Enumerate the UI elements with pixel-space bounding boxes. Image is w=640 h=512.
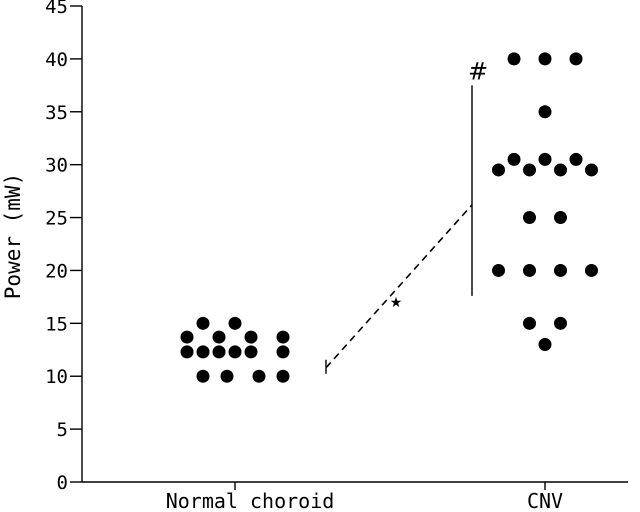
y-tick-label: 5 [57,419,68,441]
comparison-dashed-line [325,204,473,369]
y-tick-label: 30 [45,155,68,177]
data-point [212,330,226,344]
data-point [180,345,194,359]
hash-annotation: # [468,57,488,85]
data-point [228,345,242,359]
y-tick-label: 45 [45,0,68,18]
data-point [252,369,266,383]
star-annotation: ★ [390,295,403,311]
data-point [538,52,552,66]
data-point [492,163,505,177]
data-point [244,330,258,344]
data-point [196,369,210,383]
y-tick-label: 25 [45,208,68,230]
data-point [228,316,242,330]
data-point [276,330,290,344]
data-point [569,52,583,66]
data-point [492,263,505,277]
y-tick-label: 15 [45,313,68,335]
y-tick-label: 35 [45,102,68,124]
data-point [276,369,290,383]
x-category-label: Normal choroid [166,489,335,512]
y-tick-label: 10 [45,366,68,388]
data-point [554,263,567,277]
y-tick-label: 20 [45,260,68,282]
data-point [554,163,567,177]
data-point [523,316,536,330]
data-point [538,105,552,119]
data-point [585,263,598,277]
y-tick-label: 0 [57,472,68,494]
y-ticks: 0 5 10 15 20 25 30 35 40 45 [45,0,82,494]
data-point [554,211,567,225]
data-point [585,163,598,177]
data-point [554,316,567,330]
x-ticks: Normal choroid CNV [166,482,563,512]
data-point [523,163,536,177]
data-point [196,345,210,359]
data-points [180,52,598,383]
data-point [523,263,536,277]
y-tick-label: 40 [45,49,68,71]
data-point [180,330,194,344]
data-point [569,152,583,166]
data-point [220,369,234,383]
data-point [507,152,521,166]
x-category-label: CNV [527,489,563,512]
data-point [507,52,521,66]
data-point [538,337,552,351]
data-point [196,316,210,330]
data-point [276,345,290,359]
data-point [244,345,258,359]
y-axis-title: Power (mW) [1,173,25,299]
data-point [523,211,536,225]
data-point [212,345,226,359]
data-point [538,152,552,166]
